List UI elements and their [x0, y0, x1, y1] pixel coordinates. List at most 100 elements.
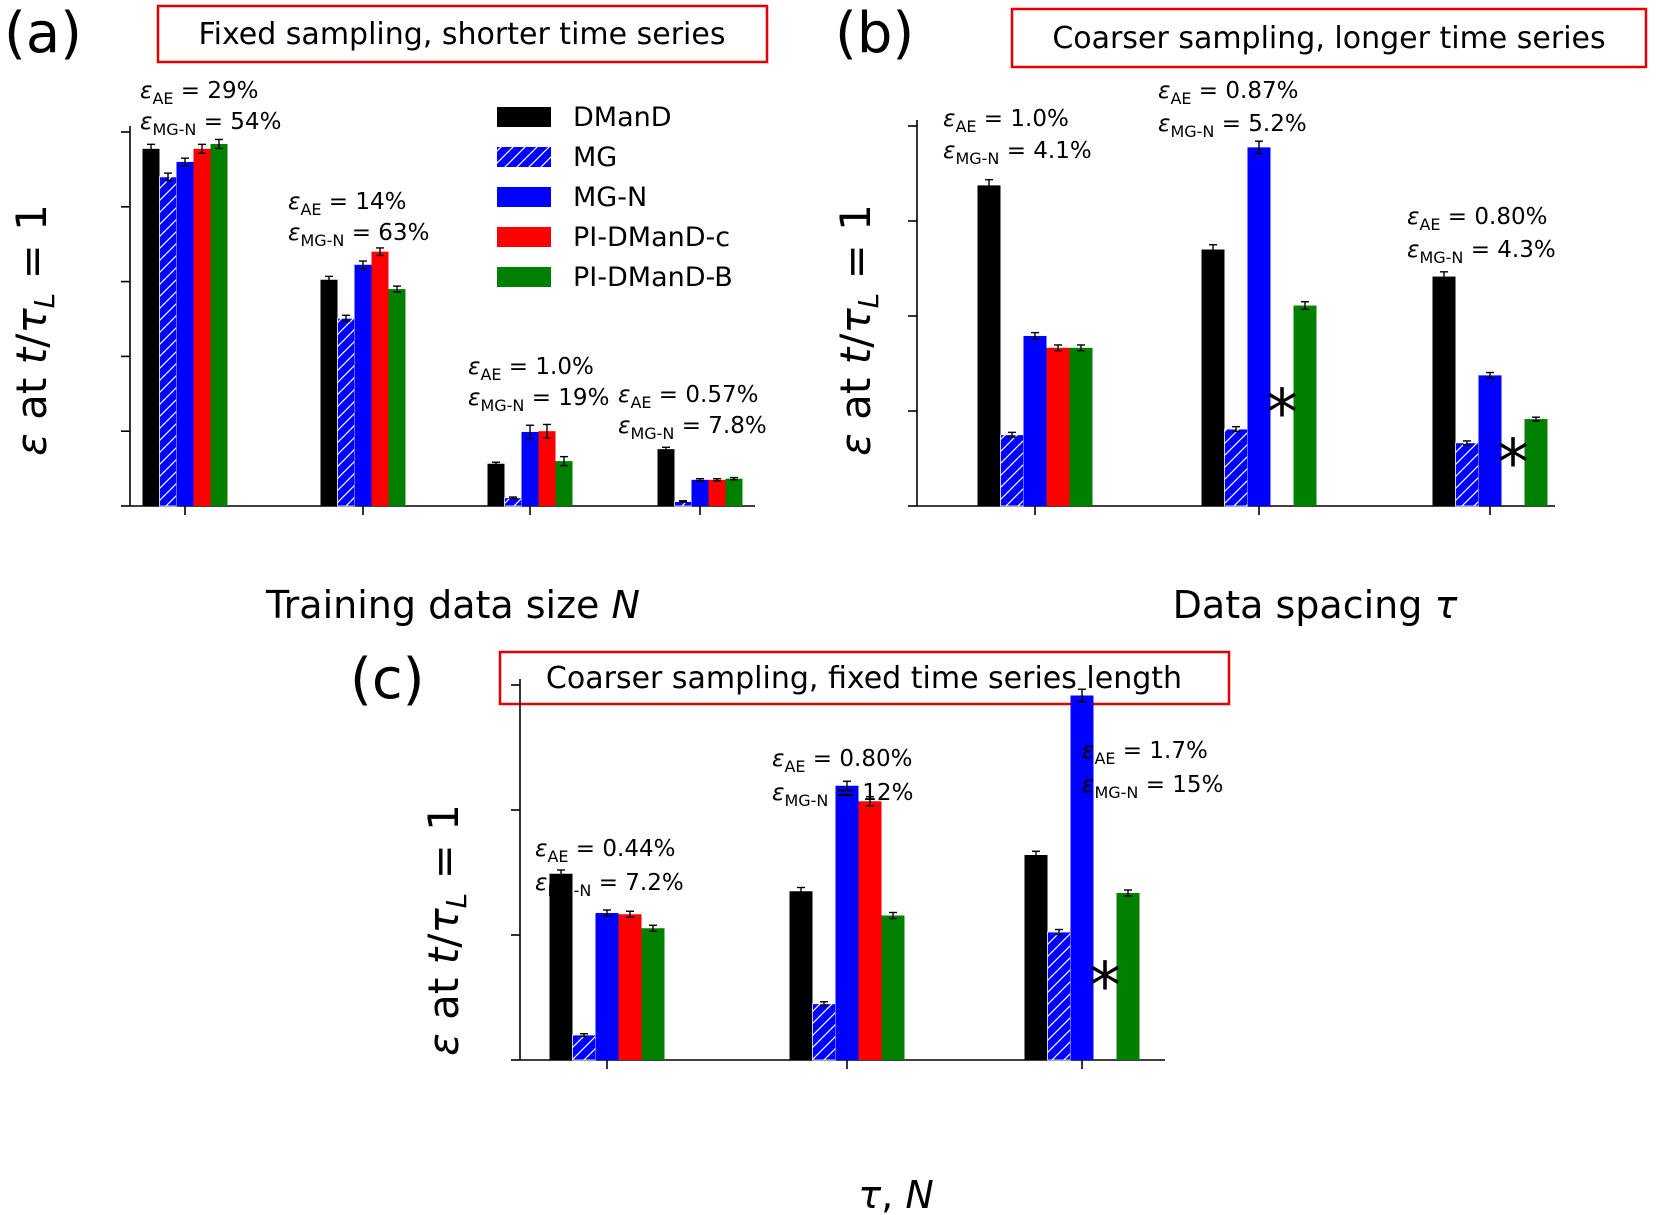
- annotation-ae-value: 1.0%: [1010, 106, 1068, 132]
- legend: DManD MG MG-N PI-DManD-c PI-DManD-B: [497, 102, 733, 293]
- annotation-ae-0-2: εAE = 1.0%: [468, 354, 594, 384]
- y-axis-label-c: ε at t/τL = 1: [419, 804, 473, 1056]
- legend-label-MG: MG: [573, 142, 617, 173]
- annotation-mgn-value: 4.3%: [1497, 237, 1555, 263]
- panel-b: (b) Coarser sampling, longer time series…: [831, 1, 1648, 627]
- annotation-mgn-1-1: εMG-N = 5.2%: [1158, 111, 1307, 141]
- chart-title-b: Coarser sampling, longer time series: [1052, 21, 1605, 56]
- annotation-ae-2-1: εAE = 0.80%: [772, 746, 912, 776]
- missing-marker-1-0: *: [1266, 377, 1298, 451]
- bar-PI-DManD-c-0-1: [371, 251, 389, 506]
- annotation-mgn-value: 5.2%: [1248, 111, 1306, 137]
- annotation-ae-1-0: εAE = 1.0%: [943, 106, 1069, 136]
- x-axis-label-c: τ, N: [858, 1173, 934, 1215]
- bar-MG-N-0-2: [521, 431, 539, 506]
- annotation-mgn-value: 7.8%: [708, 413, 766, 439]
- bar-PI-DManD-c-2-1: [858, 801, 882, 1060]
- bar-MG-0-1: [337, 317, 355, 507]
- bar-DMand-0-2: [487, 463, 505, 506]
- bar-PI-DManD-c-0-0: [193, 148, 211, 506]
- annotation-ae-value: 0.44%: [602, 836, 675, 862]
- legend-label-PI-DManD-B: PI-DManD-B: [573, 262, 733, 293]
- title-box-c: [498, 650, 1231, 706]
- legend-swatch-PI-DManD-c: [497, 227, 551, 247]
- bar-PI-DManD-B-2-2: [1116, 893, 1140, 1060]
- bar-DMand-0-0: [142, 148, 160, 506]
- annotation-mgn-0-0: εMG-N = 54%: [140, 109, 281, 139]
- annotation-mgn-value: 12%: [862, 780, 913, 806]
- annotation-mgn-value: 19%: [558, 385, 609, 411]
- panel-label-a: (a): [4, 1, 82, 66]
- bar-DMand-1-1: [1201, 249, 1225, 506]
- bar-DMand-1-0: [977, 185, 1001, 506]
- bar-PI-DManD-B-0-2: [555, 461, 573, 506]
- annotation-mgn-value: 63%: [378, 220, 429, 246]
- bar-MG-2-2: [1047, 931, 1071, 1061]
- plots: εAE = 29%εMG-N = 54% εAE = 14%εMG-N = 63%…: [121, 78, 1556, 1069]
- bar-PI-DManD-B-1-1: [1293, 305, 1317, 506]
- bar-MG-N-0-3: [691, 479, 709, 506]
- x-axis-label-b: Data spacing τ: [1173, 583, 1459, 627]
- panel-label-c: (c): [350, 647, 424, 712]
- bar-DMand-1-2: [1432, 276, 1456, 506]
- annotation-mgn-1-0: εMG-N = 4.1%: [943, 138, 1092, 168]
- bar-MG-N-2-1: [835, 785, 859, 1060]
- panel-label-b: (b): [835, 1, 914, 66]
- bar-MG-N-1-0: [1023, 335, 1047, 506]
- bar-MG-2-1: [812, 1003, 836, 1061]
- legend-label-DMand: DManD: [573, 102, 672, 133]
- bar-DMand-0-1: [320, 279, 338, 506]
- annotation-ae-1-1: εAE = 0.87%: [1158, 78, 1298, 108]
- annotation-ae-value: 14%: [355, 189, 406, 215]
- annotation-ae-value: 29%: [207, 78, 258, 104]
- legend-swatch-DMand: [497, 107, 551, 127]
- bar-MG-N-2-2: [1070, 695, 1094, 1060]
- bar-MG-N-0-0: [176, 161, 194, 507]
- bar-PI-DManD-B-2-1: [881, 915, 905, 1060]
- bar-MG-1-2: [1455, 442, 1479, 507]
- legend-swatch-PI-DManD-B: [497, 267, 551, 287]
- bar-MG-N-1-2: [1478, 375, 1502, 506]
- annotation-mgn-0-3: εMG-N = 7.8%: [618, 413, 767, 443]
- panel-a: (a) Fixed sampling, shorter time series …: [4, 1, 769, 627]
- bar-PI-DManD-B-1-0: [1069, 347, 1093, 506]
- bar-PI-DManD-B-2-0: [641, 928, 665, 1060]
- annotation-ae-2-0: εAE = 0.44%: [535, 836, 675, 866]
- bar-MG-N-0-1: [354, 264, 372, 506]
- title-box-a: [156, 4, 769, 64]
- y-axis-label-a: ε at t/τL = 1: [7, 204, 61, 456]
- annotation-mgn-2-2: εMG-N = 15%: [1082, 772, 1223, 802]
- annotation-ae-2-2: εAE = 1.7%: [1082, 738, 1208, 768]
- annotation-mgn-2-0: εMG-N = 7.2%: [535, 870, 684, 900]
- bar-MG-0-0: [159, 176, 177, 507]
- bar-DMand-2-1: [789, 891, 813, 1060]
- annotation-ae-0-1: εAE = 14%: [288, 189, 407, 219]
- bar-PI-DManD-c-0-2: [538, 431, 556, 506]
- annotation-ae-0-3: εAE = 0.57%: [618, 382, 758, 412]
- legend-label-PI-DManD-c: PI-DManD-c: [573, 222, 730, 253]
- annotation-ae-value: 0.80%: [839, 746, 912, 772]
- annotation-ae-value: 1.7%: [1149, 738, 1207, 764]
- bar-PI-DManD-B-0-0: [210, 143, 228, 506]
- bar-MG-1-0: [1000, 434, 1024, 507]
- annotation-mgn-1-2: εMG-N = 4.3%: [1407, 237, 1556, 267]
- annotation-ae-value: 0.57%: [685, 382, 758, 408]
- annotation-ae-value: 1.0%: [535, 354, 593, 380]
- bar-PI-DManD-B-1-2: [1524, 419, 1548, 506]
- bar-MG-1-1: [1224, 428, 1248, 507]
- missing-marker-1-1: *: [1497, 427, 1529, 501]
- annotation-mgn-value: 15%: [1172, 772, 1223, 798]
- annotation-mgn-2-1: εMG-N = 12%: [772, 780, 913, 810]
- plot-2: * εAE = 0.44% εMG-N = 7.2% εAE = 0.80% εMG-N…: [511, 679, 1223, 1069]
- annotation-mgn-value: 7.2%: [625, 870, 683, 896]
- annotation-mgn-0-2: εMG-N = 19%: [468, 385, 609, 415]
- panel-c: (c) Coarser sampling, fixed time series …: [350, 647, 1231, 1215]
- bar-DMand-2-0: [549, 873, 573, 1060]
- x-axis-label-a: Training data size N: [265, 583, 640, 627]
- plot-0: εAE = 29%εMG-N = 54% εAE = 14%εMG-N = 63%…: [121, 78, 767, 515]
- annotation-mgn-value: 54%: [230, 109, 281, 135]
- plot-1: **εAE = 1.0%εMG-N = 4.1%εAE = 0.87%εMG-N…: [908, 78, 1556, 515]
- missing-marker-2-0: *: [1089, 950, 1121, 1024]
- bar-PI-DManD-B-0-1: [388, 289, 406, 506]
